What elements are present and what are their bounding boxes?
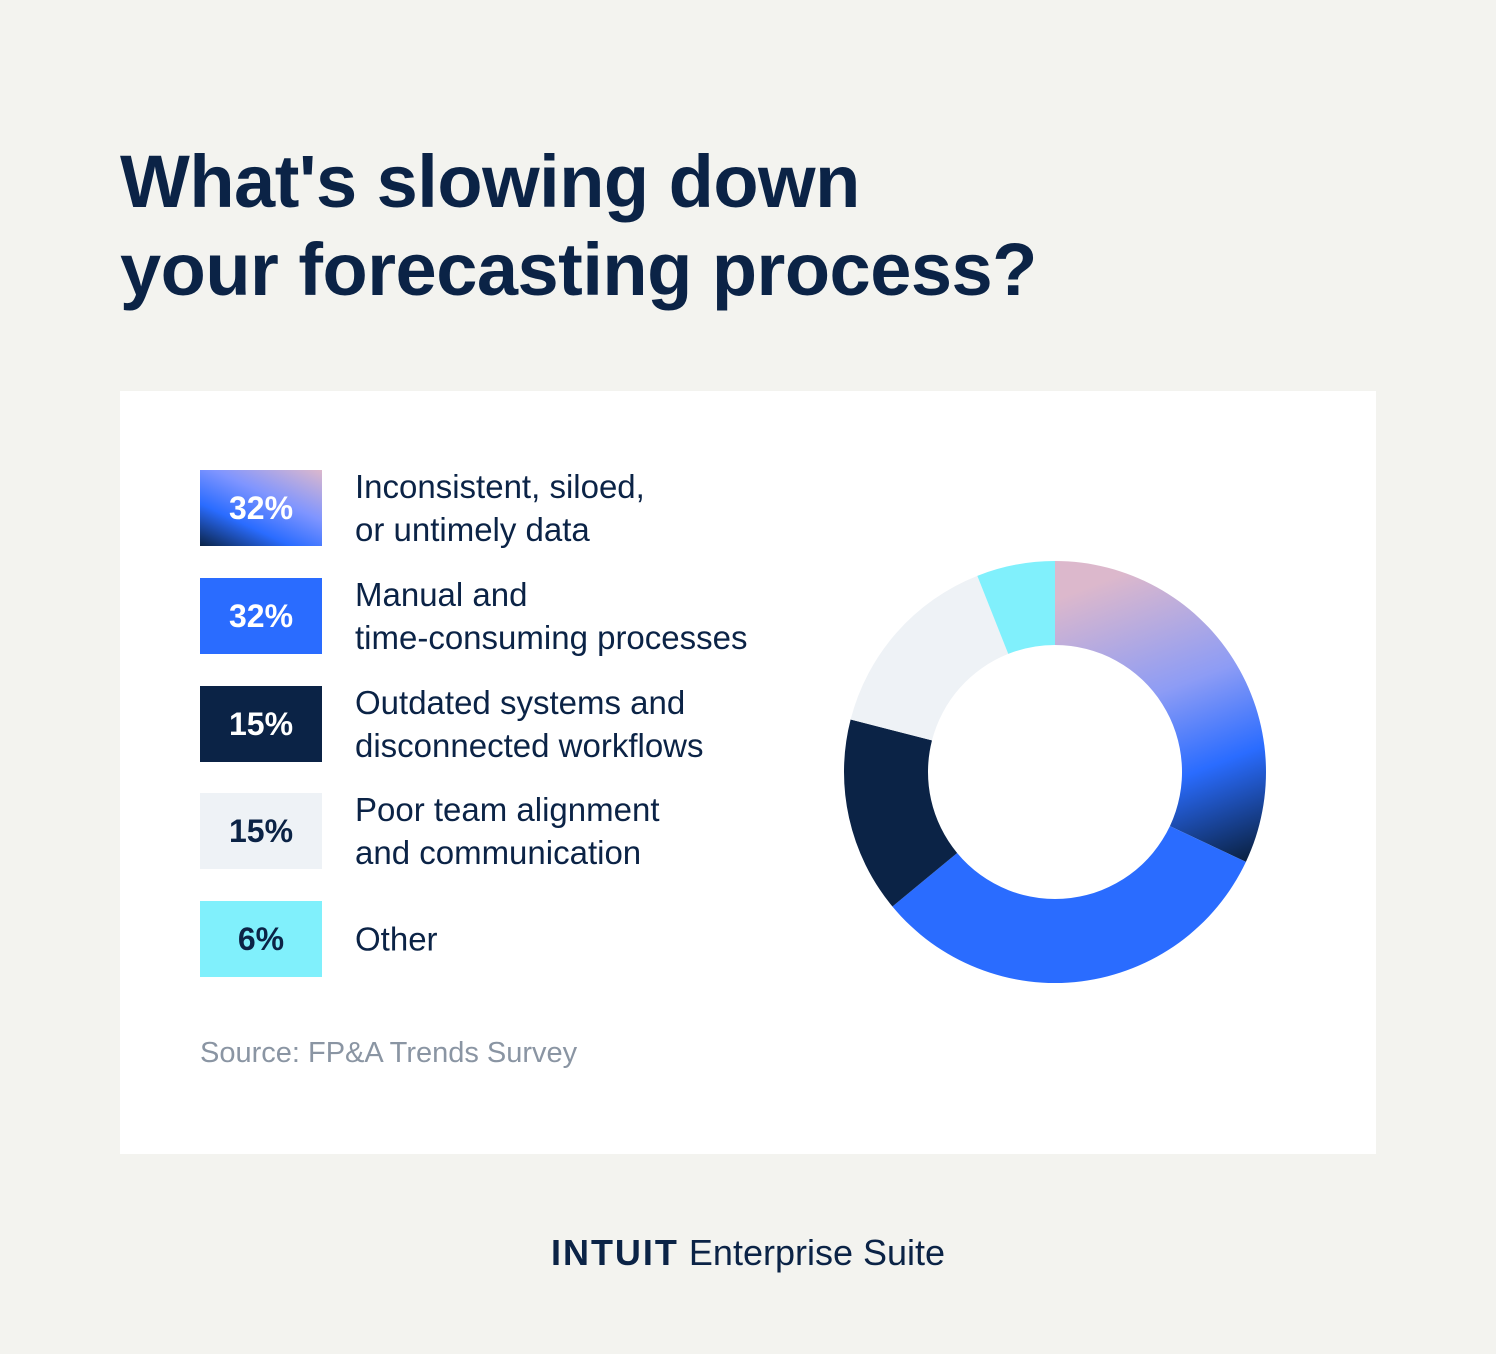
- donut-chart: [844, 561, 1266, 983]
- legend-swatch-outdated-systems: 15%: [200, 686, 322, 762]
- donut-segment-other: [977, 561, 1055, 654]
- legend-percent: 6%: [237, 920, 285, 957]
- legend-item-team-alignment: 15% Poor team alignment and communicatio…: [200, 791, 820, 871]
- legend-item-manual-processes: 32% Manual and time-consuming processes: [200, 576, 820, 656]
- legend-percent: 15%: [228, 705, 294, 742]
- legend-label-line: time-consuming processes: [355, 619, 748, 656]
- title-line-2: your forecasting process?: [120, 228, 1037, 311]
- brand-footer: INTUIT Enterprise Suite: [0, 1232, 1496, 1274]
- donut-segment-outdated-systems: [844, 719, 958, 907]
- legend-item-outdated-systems: 15% Outdated systems and disconnected wo…: [200, 684, 820, 764]
- page-title: What's slowing down your forecasting pro…: [120, 138, 1037, 314]
- legend-label: Manual and time-consuming processes: [355, 573, 748, 659]
- legend-percent: 32%: [228, 489, 294, 526]
- donut-segment-manual-processes: [892, 826, 1246, 983]
- legend-label-line: Outdated systems and: [355, 684, 686, 721]
- legend-label: Inconsistent, siloed, or untimely data: [355, 465, 645, 551]
- chart-card: 32% Inconsistent, siloed, or untimely da…: [120, 391, 1376, 1154]
- legend-swatch-team-alignment: 15%: [200, 793, 322, 869]
- legend-label-line: Inconsistent, siloed,: [355, 468, 645, 505]
- legend-swatch-inconsistent-data: 32%: [200, 470, 322, 546]
- intuit-logo: INTUIT: [550, 1232, 679, 1273]
- legend-label: Other: [355, 918, 438, 961]
- legend-percent: 32%: [228, 597, 294, 634]
- donut-segment-inconsistent-data: [1055, 561, 1266, 862]
- legend-label-line: and communication: [355, 834, 642, 871]
- title-line-1: What's slowing down: [120, 140, 860, 223]
- legend-item-other: 6% Other: [200, 901, 820, 977]
- brand-name: Enterprise Suite: [688, 1232, 946, 1273]
- legend-label-line: Manual and: [355, 576, 528, 613]
- donut-segment-team-alignment: [850, 575, 1009, 741]
- legend-label-line: disconnected workflows: [355, 727, 704, 764]
- legend-swatch-other: 6%: [200, 901, 322, 977]
- legend-item-inconsistent-data: 32% Inconsistent, siloed, or untimely da…: [200, 468, 820, 548]
- legend-label: Outdated systems and disconnected workfl…: [355, 681, 704, 767]
- legend-swatch-manual-processes: 32%: [200, 578, 322, 654]
- legend-percent: 15%: [228, 812, 294, 849]
- legend-label-line: Other: [355, 920, 438, 958]
- legend-label-line: or untimely data: [355, 511, 590, 548]
- legend-label-line: Poor team alignment: [355, 791, 660, 828]
- source-note: Source: FP&A Trends Survey: [200, 1037, 578, 1069]
- legend-label: Poor team alignment and communication: [355, 788, 660, 874]
